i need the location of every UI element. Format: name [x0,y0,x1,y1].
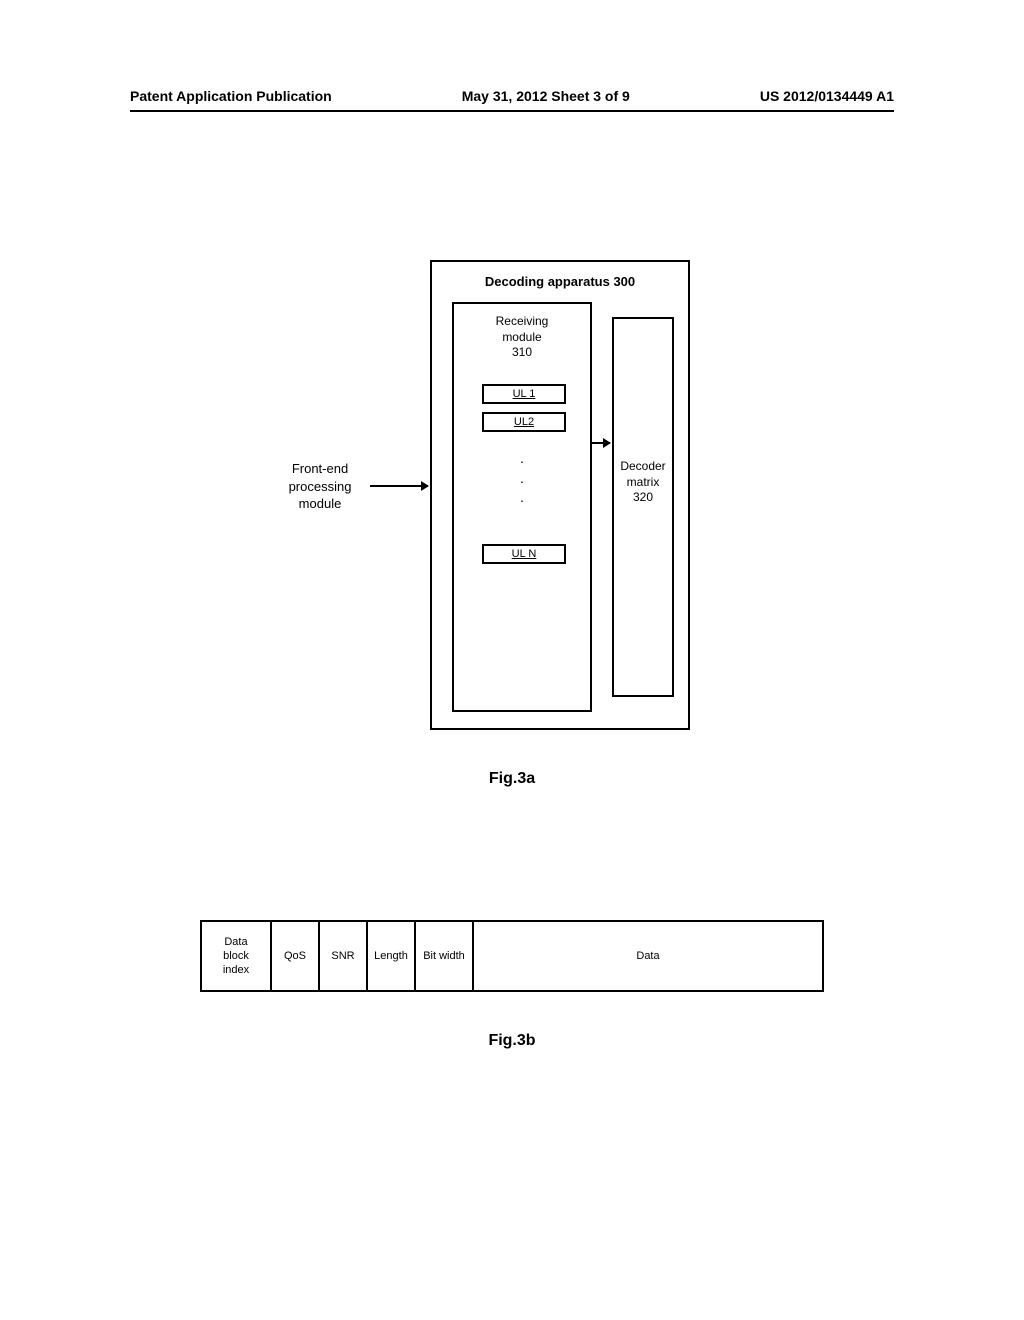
page-header: Patent Application Publication May 31, 2… [0,88,1024,104]
cell-bit-width: Bit width [416,922,474,990]
decoder-matrix-label: Decoder matrix 320 [614,459,672,506]
figure-3b: Data block index QoS SNR Length Bit widt… [200,920,824,1050]
figure-3a: Front-end processing module Decoding app… [130,260,894,780]
figure-3a-caption: Fig.3a [130,770,894,788]
label-line: 310 [512,345,532,359]
label-line: matrix [627,475,660,489]
header-right: US 2012/0134449 A1 [760,88,894,104]
decoding-apparatus-title: Decoding apparatus 300 [432,274,688,289]
label-line: Receiving [496,314,549,328]
header-left: Patent Application Publication [130,88,332,104]
figure-3b-caption: Fig.3b [200,1032,824,1050]
patent-page: Patent Application Publication May 31, 2… [0,0,1024,1320]
arrow-receiving-to-decoder [592,442,610,444]
label-line: Decoder [620,459,665,473]
label-line: 320 [633,490,653,504]
data-block-row: Data block index QoS SNR Length Bit widt… [200,920,824,992]
front-end-label-line: module [299,496,342,511]
ellipsis-dots: ... [454,449,590,508]
header-center: May 31, 2012 Sheet 3 of 9 [462,88,630,104]
cell-length: Length [368,922,416,990]
cell-qos: QoS [272,922,320,990]
cell-data: Data [474,922,822,990]
decoding-apparatus-box: Decoding apparatus 300 Receiving module … [430,260,690,730]
front-end-label-line: processing [289,479,352,494]
decoder-matrix-box: Decoder matrix 320 [612,317,674,697]
front-end-label: Front-end processing module [270,460,370,513]
cell-data-block-index: Data block index [202,922,272,990]
receiving-module-label: Receiving module 310 [454,314,590,361]
receiving-module-box: Receiving module 310 UL 1 UL2 ... UL N [452,302,592,712]
label-line: module [502,330,541,344]
header-rule [130,110,894,112]
cell-snr: SNR [320,922,368,990]
ul-1-box: UL 1 [482,384,566,404]
arrow-frontend-to-apparatus [370,485,428,487]
front-end-label-line: Front-end [292,461,348,476]
ul-n-box: UL N [482,544,566,564]
ul-2-box: UL2 [482,412,566,432]
